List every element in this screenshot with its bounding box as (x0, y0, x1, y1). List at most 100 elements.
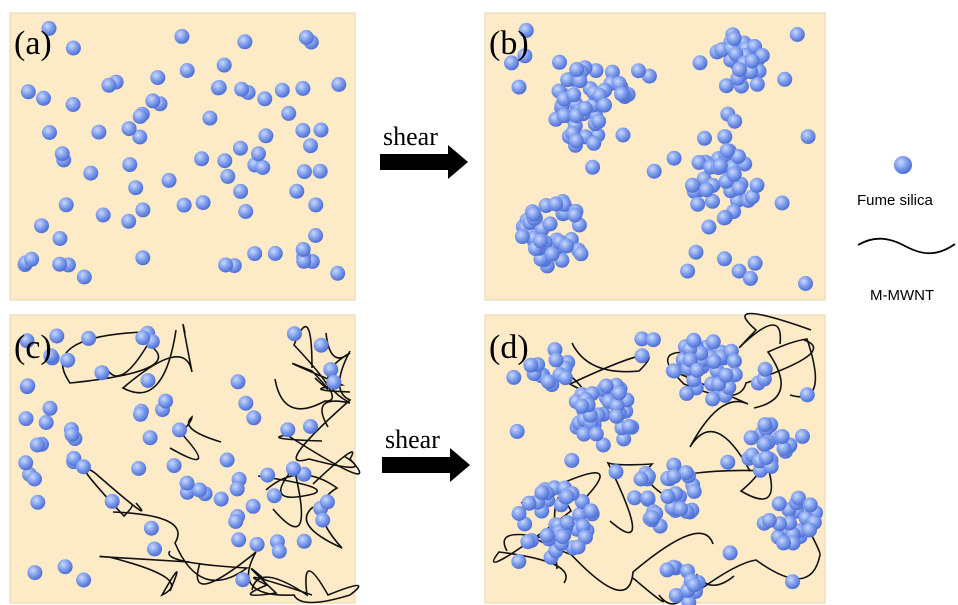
particle (719, 368, 734, 383)
particle (667, 151, 682, 166)
particle (295, 81, 310, 96)
particle (635, 348, 650, 363)
particle (217, 58, 232, 73)
particle (257, 91, 272, 106)
particle (586, 136, 601, 151)
particle (246, 410, 261, 425)
particle (237, 34, 252, 49)
particle (267, 488, 282, 503)
panel-label: (b) (489, 25, 529, 62)
particle (679, 386, 694, 401)
particle (645, 510, 660, 525)
particle (19, 411, 34, 426)
particle (77, 270, 92, 285)
particle (560, 489, 575, 504)
particle (66, 97, 81, 112)
particle (750, 178, 765, 193)
particle (571, 540, 586, 555)
particle (717, 251, 732, 266)
particle (560, 515, 575, 530)
particle (133, 109, 148, 124)
particle (743, 271, 758, 286)
particle (180, 63, 195, 78)
particle (526, 206, 541, 221)
particle (522, 496, 537, 511)
particle (745, 54, 760, 69)
particle (545, 247, 560, 262)
particle (616, 128, 631, 143)
particle (235, 572, 250, 587)
particle (228, 514, 243, 529)
particle (757, 417, 772, 432)
particle (122, 121, 137, 136)
particle (759, 450, 774, 465)
particle (81, 331, 96, 346)
particle (800, 387, 815, 402)
particle (574, 399, 589, 414)
particle (785, 574, 800, 589)
legend-particle (894, 156, 912, 174)
particle (268, 246, 283, 261)
particle (231, 374, 246, 389)
particle (36, 91, 51, 106)
panel-label: (a) (14, 25, 52, 62)
particle (591, 114, 606, 129)
particle (58, 559, 73, 574)
particle (320, 494, 335, 509)
particle (748, 256, 763, 271)
particle (775, 429, 790, 444)
particle (555, 529, 570, 544)
particle (135, 202, 150, 217)
particle (233, 184, 248, 199)
particle (234, 82, 249, 97)
particle (315, 513, 330, 528)
particle (238, 396, 253, 411)
particle (202, 111, 217, 126)
particle (281, 106, 296, 121)
particle (260, 468, 275, 483)
particle (589, 426, 604, 441)
particle (689, 245, 704, 260)
particle (296, 242, 311, 257)
particle (706, 334, 721, 349)
particle (795, 429, 810, 444)
particle (214, 492, 229, 507)
particle (599, 379, 614, 394)
particle (18, 455, 33, 470)
particle (27, 472, 42, 487)
particle (308, 197, 323, 212)
particle (567, 208, 582, 223)
particle (627, 490, 642, 505)
particle (757, 437, 772, 452)
particle (777, 72, 792, 87)
particle (76, 459, 91, 474)
particle (43, 401, 58, 416)
legend-label: M-MWNT (870, 287, 934, 304)
particle (720, 455, 735, 470)
particle (585, 160, 600, 175)
particle (802, 523, 817, 538)
particle (699, 182, 714, 197)
particle (121, 214, 136, 229)
particle (238, 204, 253, 219)
particle (693, 55, 708, 70)
particle (30, 438, 45, 453)
particle (150, 70, 165, 85)
particle (790, 27, 805, 42)
particle (247, 246, 262, 261)
particle (744, 430, 759, 445)
particle (250, 537, 265, 552)
particle (303, 138, 318, 153)
particle (803, 497, 818, 512)
particle (177, 198, 192, 213)
particle (660, 562, 675, 577)
particle (59, 197, 74, 212)
particle (326, 375, 341, 390)
particle (299, 30, 314, 45)
particle (196, 195, 211, 210)
particle (289, 184, 304, 199)
particle (707, 354, 722, 369)
particle (686, 333, 701, 348)
particle (631, 63, 646, 78)
particle (313, 164, 328, 179)
